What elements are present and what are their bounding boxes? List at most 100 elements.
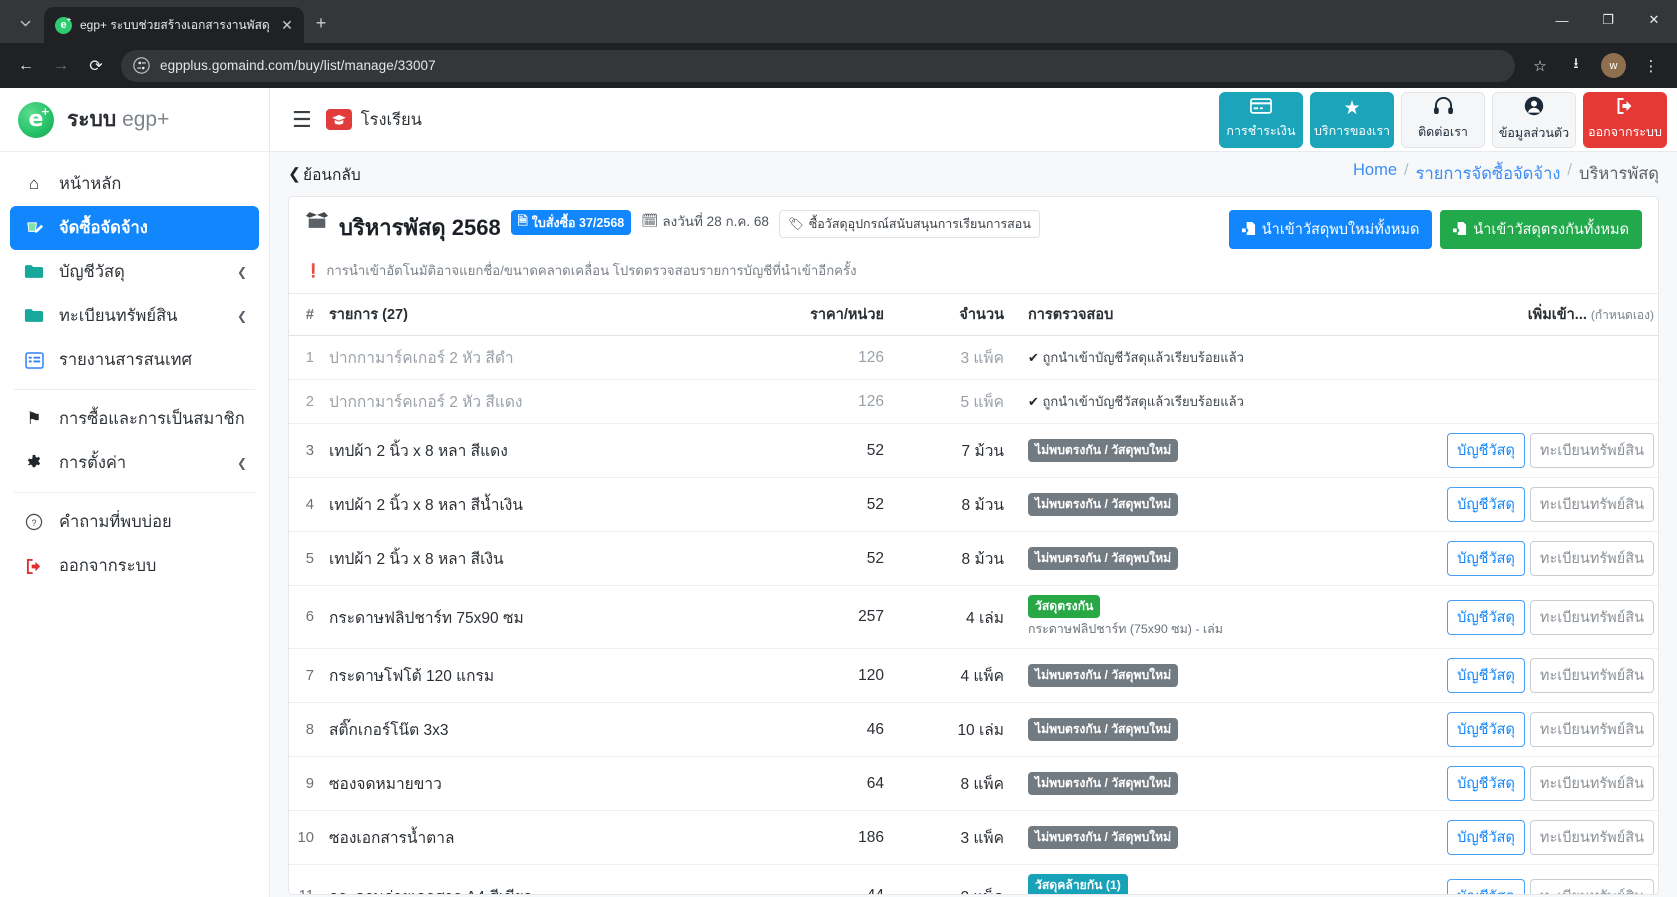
our-services-button[interactable]: ★ บริการของเรา: [1310, 91, 1394, 148]
table-row: 6 กระดาษฟลิปชาร์ท 75x90 ซม 257 4 เล่ม วัสดุต…: [289, 585, 1658, 649]
add-to-asset-register-button[interactable]: ทะเบียนทรัพย์สิน: [1529, 820, 1654, 855]
headset-icon: [1433, 97, 1454, 119]
add-to-material-account-button[interactable]: บัญชีวัสดุ: [1447, 487, 1525, 522]
sidebar-item-logout[interactable]: ออกจากระบบ: [10, 544, 259, 588]
breadcrumb: Home / รายการจัดซื้อจัดจ้าง / บริหารพัสด…: [1353, 161, 1659, 187]
bookmark-star-icon[interactable]: ☆: [1533, 57, 1547, 75]
downloads-icon[interactable]: ⭳: [1573, 55, 1579, 72]
cell-number: 3: [289, 423, 323, 478]
import-matched-materials-label: นำเข้าวัสดุตรงกันทั้งหมด: [1473, 222, 1629, 238]
th-unit-price: ราคา/หน่วย: [760, 293, 910, 336]
add-to-asset-register-button[interactable]: ทะเบียนทรัพย์สิน: [1529, 599, 1654, 635]
sidebar-item-home[interactable]: ⌂ หน้าหลัก: [10, 162, 259, 206]
cell-quantity: 8 ม้วน: [910, 531, 1022, 586]
reload-icon[interactable]: ⟳: [89, 57, 103, 75]
profile-button[interactable]: ข้อมูลส่วนตัว: [1492, 91, 1576, 148]
cell-unit-price: 52: [760, 531, 910, 586]
site-settings-icon[interactable]: [133, 57, 150, 74]
sidebar-item-label: การตั้งค่า: [59, 454, 127, 472]
add-to-material-account-button[interactable]: บัญชีวัสดุ: [1447, 820, 1525, 855]
tab-search-chevron-down-icon[interactable]: [6, 6, 44, 40]
import-matched-materials-button[interactable]: นำเข้าวัสดุตรงกันทั้งหมด: [1440, 210, 1642, 249]
add-to-material-account-button[interactable]: บัญชีวัสดุ: [1447, 658, 1525, 693]
status-badge: ไม่พบตรงกัน / วัสดุพบใหม่: [1028, 826, 1179, 849]
cell-unit-price: 46: [760, 702, 910, 757]
status-badge: วัสดุตรงกัน: [1028, 595, 1101, 618]
add-to-asset-register-button[interactable]: ทะเบียนทรัพย์สิน: [1529, 541, 1654, 576]
back-label: ย้อนกลับ: [303, 166, 361, 184]
logout-button[interactable]: ออกจากระบบ: [1583, 91, 1667, 148]
add-to-asset-register-button[interactable]: ทะเบียนทรัพย์สิน: [1529, 487, 1654, 522]
cell-number: 8: [289, 702, 323, 757]
table-row: 11กระดาษถ่ายเอกสาร A4 สีเขียว442 แพ็ควัส…: [289, 864, 1658, 894]
forward-icon[interactable]: →: [53, 56, 69, 74]
payment-label: การชำระเงิน: [1226, 124, 1296, 138]
new-tab-button[interactable]: +: [315, 12, 327, 33]
report-list-icon: [22, 351, 46, 369]
browser-tab-active[interactable]: e + egp+ ระบบช่วยสร้างเอกสารงานพัสดุ ✕: [44, 7, 304, 43]
cell-quantity: 5 แพ็ค: [910, 379, 1022, 424]
back-link[interactable]: ❮ ย้อนกลับ: [288, 162, 361, 187]
add-to-material-account-button[interactable]: บัญชีวัสดุ: [1447, 878, 1525, 894]
sidebar-item-procurement[interactable]: จัดซื้อจัดจ้าง: [10, 206, 259, 250]
sidebar-divider: [14, 492, 255, 493]
add-to-asset-register-button[interactable]: ทะเบียนทรัพย์สิน: [1529, 712, 1654, 747]
credit-card-icon: [1250, 98, 1272, 118]
add-to-material-account-button[interactable]: บัญชีวัสดุ: [1447, 599, 1525, 635]
payment-button[interactable]: การชำระเงิน: [1219, 91, 1303, 148]
sidebar-item-label: ออกจากระบบ: [59, 557, 157, 575]
contact-us-button[interactable]: ติดต่อเรา: [1401, 91, 1485, 148]
chevron-left-icon: ❮: [236, 456, 247, 470]
brand-header[interactable]: e + ระบบ egp+: [0, 88, 269, 152]
profile-avatar[interactable]: w: [1601, 53, 1626, 78]
sidebar-item-faq[interactable]: ? คำถามที่พบบ่อย: [10, 500, 259, 544]
hamburger-icon[interactable]: ☰: [292, 106, 312, 132]
window-close-button[interactable]: ✕: [1648, 12, 1660, 27]
add-to-material-account-button[interactable]: บัญชีวัสดุ: [1447, 433, 1525, 468]
add-to-asset-register-button[interactable]: ทะเบียนทรัพย์สิน: [1529, 766, 1654, 801]
tab-title: egp+ ระบบช่วยสร้างเอกสารงานพัสดุ: [80, 17, 270, 32]
sidebar-item-label: การซื้อและการเป็นสมาชิก: [59, 410, 245, 428]
table-row: 7 กระดาษโฟโต้ 120 แกรม 120 4 แพ็ค ไม่พบตรงกั…: [289, 648, 1658, 703]
cell-verification: ไม่พบตรงกัน / วัสดุพบใหม่: [1022, 810, 1422, 865]
breadcrumb-item-procurement-list[interactable]: รายการจัดซื้อจัดจ้าง: [1415, 165, 1561, 183]
cell-unit-price: 52: [760, 477, 910, 532]
window-minimize-button[interactable]: —: [1555, 12, 1569, 28]
box-open-icon: [305, 210, 329, 235]
sidebar-item-asset-register[interactable]: ทะเบียนทรัพย์สิน ❮: [10, 294, 259, 338]
add-to-asset-register-button[interactable]: ทะเบียนทรัพย์สิน: [1529, 433, 1654, 468]
sidebar-item-label: หน้าหลัก: [59, 175, 122, 193]
logout-label: ออกจากระบบ: [1588, 125, 1662, 139]
school-icon: [325, 109, 352, 130]
cell-number: 11: [289, 864, 323, 894]
sidebar-item-purchase-membership[interactable]: ⚑ การซื้อและการเป็นสมาชิก: [10, 397, 259, 441]
import-new-materials-button[interactable]: นำเข้าวัสดุพบใหม่ทั้งหมด: [1228, 210, 1433, 249]
cell-item-name: เทปผ้า 2 นิ้ว x 8 หลา สีเงิน: [323, 531, 760, 586]
sidebar-item-material-account[interactable]: บัญชีวัสดุ ❮: [10, 250, 259, 294]
window-maximize-button[interactable]: ❐: [1602, 12, 1614, 27]
back-icon[interactable]: ←: [18, 56, 34, 74]
th-number: #: [289, 293, 323, 336]
add-to-material-account-button[interactable]: บัญชีวัสดุ: [1447, 712, 1525, 747]
address-bar[interactable]: egpplus.gomaind.com/buy/list/manage/3300…: [121, 49, 1515, 82]
add-to-asset-register-button[interactable]: ทะเบียนทรัพย์สิน: [1529, 878, 1654, 894]
cell-item-name: ซองจดหมายขาว: [323, 756, 760, 811]
close-tab-icon[interactable]: ✕: [281, 16, 293, 33]
sidebar-item-reports[interactable]: รายงานสารสนเทศ: [10, 338, 259, 382]
breadcrumb-item-home[interactable]: Home: [1353, 161, 1398, 179]
sidebar-item-settings[interactable]: การตั้งค่า ❮: [10, 441, 259, 485]
main-area: ☰ โรงเรียน การชำระเงิน ★: [270, 88, 1677, 897]
th-item-name: รายการ (27): [323, 293, 760, 336]
organization-chip[interactable]: โรงเรียน: [325, 107, 422, 133]
cell-number: 5: [289, 531, 323, 586]
organization-label: โรงเรียน: [360, 110, 422, 129]
browser-menu-icon[interactable]: ⋮: [1643, 57, 1659, 75]
cell-actions: บัญชีวัสดุทะเบียนทรัพย์สิน: [1422, 702, 1658, 757]
status-imported: ✔ ถูกนำเข้าบัญชีวัสดุแล้วเรียบร้อยแล้ว: [1028, 350, 1244, 365]
cell-verification: ✔ ถูกนำเข้าบัญชีวัสดุแล้วเรียบร้อยแล้ว: [1022, 335, 1422, 380]
add-to-asset-register-button[interactable]: ทะเบียนทรัพย์สิน: [1529, 658, 1654, 693]
flag-checkered-icon: ⚑: [26, 409, 42, 428]
add-to-material-account-button[interactable]: บัญชีวัสดุ: [1447, 766, 1525, 801]
cell-actions: บัญชีวัสดุทะเบียนทรัพย์สิน: [1422, 810, 1658, 865]
add-to-material-account-button[interactable]: บัญชีวัสดุ: [1447, 541, 1525, 576]
